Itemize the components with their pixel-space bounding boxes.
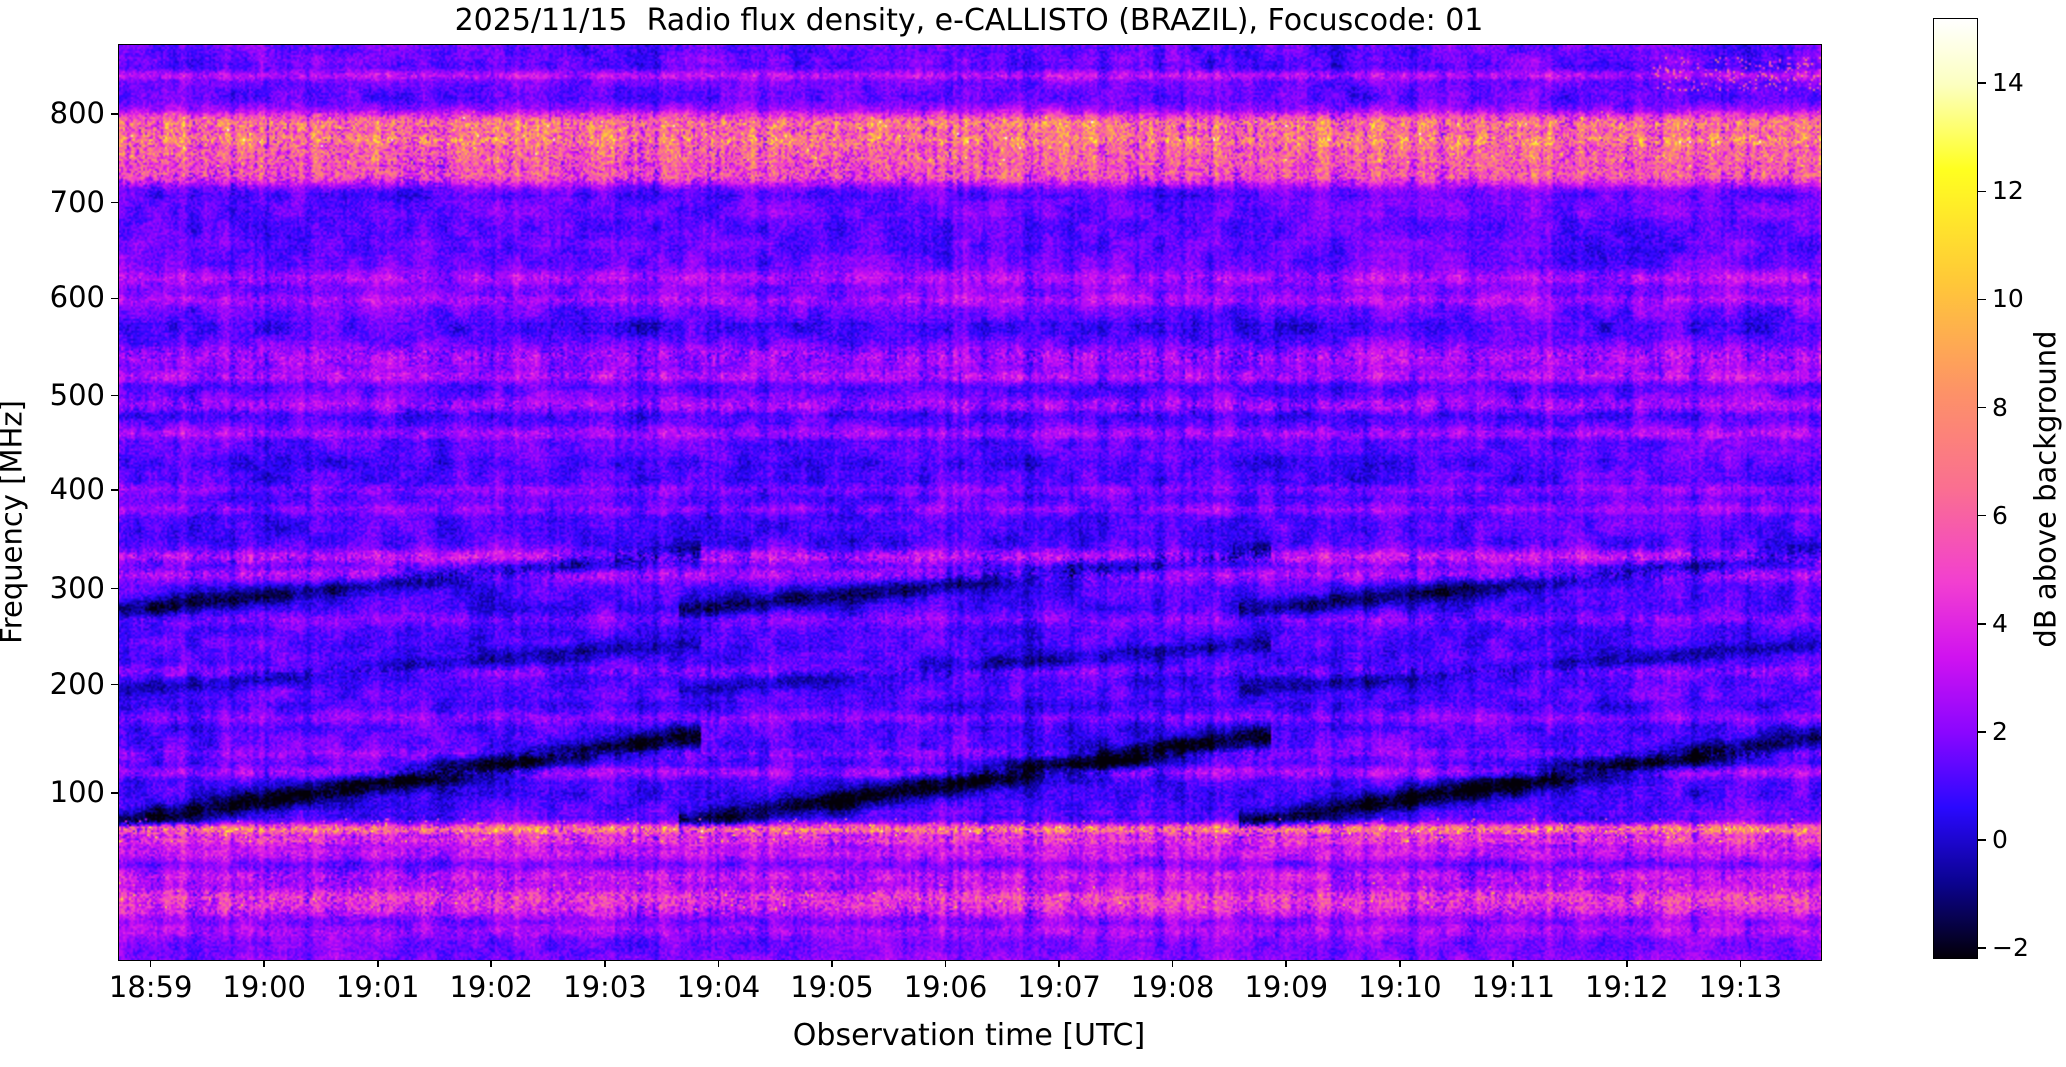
x-tick-mark	[1512, 960, 1515, 967]
y-tick-mark	[111, 297, 118, 300]
colorbar-tick-mark	[1978, 514, 1986, 517]
y-tick-label: 200	[49, 666, 105, 701]
x-tick-label: 19:08	[1130, 970, 1215, 1004]
x-tick-label: 19:13	[1698, 970, 1783, 1004]
y-tick-label: 800	[49, 95, 105, 130]
x-tick-mark	[1171, 960, 1174, 967]
colorbar-tick-mark	[1978, 947, 1986, 949]
colorbar-tick-mark	[1978, 623, 1986, 625]
x-axis-label: Observation time [UTC]	[792, 1018, 1146, 1053]
x-tick-mark	[490, 960, 493, 967]
colorbar-tick-mark	[1978, 82, 1986, 84]
x-tick-mark	[1285, 960, 1288, 967]
colorbar-tick-label: 8	[1992, 392, 2008, 422]
x-tick-mark	[604, 960, 606, 967]
x-tick-mark	[1058, 960, 1060, 967]
y-tick-label: 400	[49, 471, 105, 506]
colorbar-tick-label: 2	[1992, 716, 2008, 746]
colorbar-tick-label: −2	[1992, 933, 2029, 963]
x-tick-label: 19:01	[335, 970, 420, 1004]
y-tick-mark	[111, 488, 118, 491]
spectrogram-plot[interactable]	[118, 44, 1822, 961]
colorbar-tick-mark	[1978, 839, 1986, 841]
colorbar-tick-mark	[1978, 298, 1986, 301]
x-tick-label: 19:04	[676, 970, 761, 1004]
x-tick-label: 19:11	[1471, 970, 1556, 1004]
x-tick-mark	[1398, 960, 1401, 967]
y-tick-mark	[111, 587, 118, 590]
x-tick-mark	[376, 960, 379, 967]
x-tick-label: 19:12	[1585, 970, 1669, 1004]
colorbar-tick-label: 14	[1992, 68, 2024, 98]
x-tick-label: 19:03	[563, 970, 647, 1004]
colorbar-tick-mark	[1978, 406, 1986, 409]
y-tick-mark	[111, 201, 118, 204]
x-tick-label: 19:07	[1017, 970, 1101, 1004]
y-tick-label: 600	[49, 280, 105, 315]
y-tick-label: 500	[49, 377, 105, 412]
y-tick-label: 700	[49, 184, 105, 219]
y-tick-mark	[111, 113, 118, 115]
colorbar-tick-label: 12	[1992, 176, 2024, 206]
y-tick-mark	[111, 792, 118, 794]
colorbar-tick-label: 0	[1992, 825, 2008, 855]
x-tick-label: 19:02	[449, 970, 534, 1004]
colorbar-label: dB above background	[2028, 329, 2062, 648]
x-tick-mark	[263, 960, 265, 967]
x-tick-label: 19:06	[903, 970, 988, 1004]
page-title: 2025/11/15 Radio flux density, e-CALLIST…	[454, 3, 1484, 38]
x-tick-label: 19:05	[790, 970, 874, 1004]
y-tick-mark	[111, 683, 118, 686]
colorbar-tick-label: 4	[1992, 608, 2008, 638]
spectrogram-image	[119, 45, 1821, 960]
x-tick-label: 19:09	[1244, 970, 1329, 1004]
colorbar-tick-label: 6	[1992, 500, 2008, 530]
colorbar-tick-label: 10	[1992, 284, 2024, 314]
y-axis-label-wrap: Frequency [MHz]	[0, 44, 52, 959]
colorbar-tick-mark	[1978, 731, 1986, 733]
colorbar-tick-mark	[1978, 190, 1986, 193]
y-tick-mark	[111, 394, 118, 397]
colorbar-label-wrap: dB above background	[2024, 18, 2066, 959]
y-axis-label: Frequency [MHz]	[0, 400, 29, 644]
y-tick-label: 300	[49, 570, 105, 605]
x-tick-mark	[1626, 960, 1628, 967]
x-tick-mark	[149, 960, 152, 967]
x-tick-mark	[1739, 960, 1742, 967]
x-tick-mark	[944, 960, 947, 967]
x-tick-label: 18:59	[108, 970, 193, 1004]
x-tick-label: 19:10	[1357, 970, 1442, 1004]
colorbar[interactable]	[1933, 18, 1978, 959]
colorbar-gradient	[1934, 19, 1977, 958]
y-tick-label: 100	[49, 775, 105, 810]
x-tick-mark	[831, 960, 833, 967]
x-tick-mark	[717, 960, 720, 967]
x-tick-label: 19:00	[222, 970, 306, 1004]
